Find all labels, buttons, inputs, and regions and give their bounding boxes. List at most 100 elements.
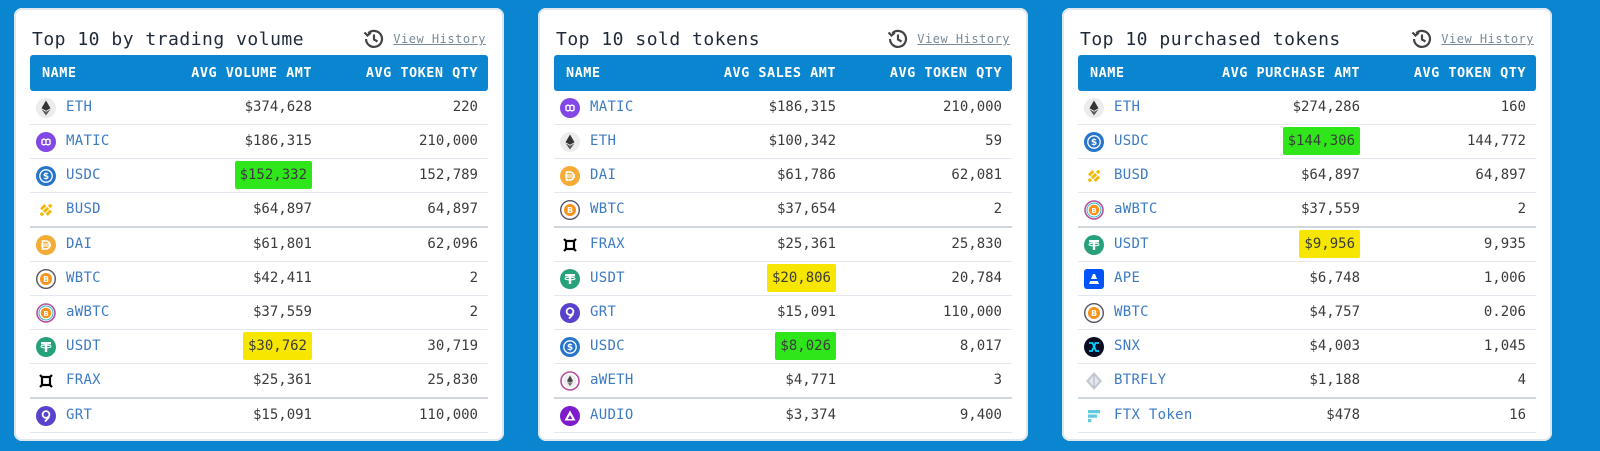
svg-text:B: B [567,206,573,215]
token-name[interactable]: WBTC [1114,304,1149,320]
table-row: FRAX $25,361 25,830 [30,364,488,399]
token-name[interactable]: SNX [1114,338,1141,354]
token-name[interactable]: GRT [590,304,617,320]
header-qty: AVG TOKEN QTY [889,65,1002,81]
token-name[interactable]: FRAX [66,372,101,388]
token-name[interactable]: AUDIO [590,407,634,423]
token-name[interactable]: BUSD [66,201,101,217]
avg-amount-value: $152,332 [234,161,312,189]
token-name[interactable]: USDT [590,270,625,286]
token-name[interactable]: WBTC [590,201,625,217]
table-row: $ USDC $144,306 144,772 [1078,125,1536,159]
avg-amount: $64,897 [253,193,312,226]
avg-amount-value: $37,654 [776,201,836,217]
svg-text:B: B [1091,309,1097,318]
panel-title: Top 10 by trading volume [32,29,305,50]
usdc-icon: $ [560,337,580,357]
token-name[interactable]: GRT [66,407,93,423]
eth-icon [1084,98,1104,118]
avg-amount: $1,188 [1309,364,1360,397]
token-name[interactable]: MATIC [590,99,634,115]
table-row: AUDIO $3,374 9,400 [554,399,1012,433]
avg-amount-value: $25,361 [252,372,312,388]
table-row: GRT $15,091 110,000 [554,296,1012,330]
token-name[interactable]: aWETH [590,372,634,388]
awbtc-icon: B [36,303,56,323]
token-name[interactable]: APE [1114,270,1141,286]
avg-amount-value: $20,806 [766,264,836,292]
avg-amount-value: $61,786 [776,167,836,183]
token-name[interactable]: WBTC [66,270,101,286]
token-name[interactable]: FRAX [590,236,625,252]
token-panel: Top 10 sold tokens View History NAME AVG… [538,8,1028,441]
avg-amount: $274,286 [1293,91,1360,124]
avg-token-qty: 4 [1517,372,1526,388]
token-name[interactable]: aWBTC [66,304,110,320]
table-row: B aWBTC $37,559 2 [30,296,488,330]
token-name[interactable]: ETH [66,99,93,115]
token-name[interactable]: ETH [1114,99,1141,115]
avg-amount-value: $100,342 [768,133,836,149]
header-qty: AVG TOKEN QTY [365,65,478,81]
view-history-link[interactable]: View History [885,26,1010,52]
svg-text:$: $ [567,343,573,353]
token-name[interactable]: aWBTC [1114,201,1158,217]
avg-amount-value: $186,315 [244,133,312,149]
token-name[interactable]: MATIC [66,133,110,149]
token-name[interactable]: FTX Token [1114,407,1193,423]
avg-amount-value: $3,374 [785,407,836,423]
avg-amount-value: $8,026 [775,332,836,360]
busd-icon [1084,166,1104,186]
header-amount: AVG PURCHASE AMT [1221,65,1360,81]
table-header: NAME AVG VOLUME AMT AVG TOKEN QTY [30,55,488,91]
table-row: DAI $61,786 62,081 [554,159,1012,193]
avg-amount: $15,091 [253,399,312,432]
avg-amount-value: $274,286 [1292,99,1360,115]
token-name[interactable]: USDC [1114,133,1149,149]
token-name[interactable]: USDT [1114,236,1149,252]
token-name[interactable]: USDC [66,167,101,183]
token-panel: Top 10 by trading volume View History NA… [14,8,504,441]
view-history-link[interactable]: View History [1409,26,1534,52]
table-row: BUSD $64,897 64,897 [30,193,488,228]
token-name[interactable]: ETH [590,133,617,149]
avg-amount: $4,003 [1309,330,1360,363]
avg-amount-value: $1,188 [1309,372,1360,388]
avg-amount: $4,757 [1309,296,1360,329]
table-row: GRT $15,091 110,000 [30,399,488,433]
svg-text:$: $ [1091,138,1097,148]
table-row: SNX $4,003 1,045 [1078,330,1536,364]
avg-amount: $25,361 [777,228,836,261]
view-history-link[interactable]: View History [361,26,486,52]
svg-text:B: B [43,310,48,318]
token-name[interactable]: DAI [66,236,93,252]
eth-icon [36,98,56,118]
btrfly-icon [1084,371,1104,391]
avg-amount: $186,315 [769,91,836,124]
avg-amount: $100,342 [769,125,836,158]
table-row: ETH $274,286 160 [1078,91,1536,125]
header-amount: AVG SALES AMT [723,65,836,81]
avg-amount-value: $4,757 [1309,304,1360,320]
table-row: FTX Token $478 16 [1078,399,1536,433]
token-name[interactable]: USDC [590,338,625,354]
history-icon [361,26,387,52]
avg-token-qty: 210,000 [942,99,1002,115]
avg-amount-value: $64,897 [252,201,312,217]
token-name[interactable]: BUSD [1114,167,1149,183]
avg-token-qty: 20,784 [951,270,1002,286]
history-icon [1409,26,1435,52]
avg-token-qty: 64,897 [1475,167,1526,183]
avg-token-qty: 110,000 [942,304,1002,320]
table-row: USDT $30,762 30,719 [30,330,488,364]
avg-token-qty: 8,017 [959,338,1002,354]
token-name[interactable]: DAI [590,167,617,183]
table-row: B aWBTC $37,559 2 [1078,193,1536,228]
svg-text:$: $ [43,172,49,182]
token-name[interactable]: USDT [66,338,101,354]
avg-amount: $152,332 [234,159,312,192]
table-row: APE $6,748 1,006 [1078,262,1536,296]
usdc-icon: $ [1084,132,1104,152]
avg-token-qty: 62,096 [427,236,478,252]
token-name[interactable]: BTRFLY [1114,372,1167,388]
